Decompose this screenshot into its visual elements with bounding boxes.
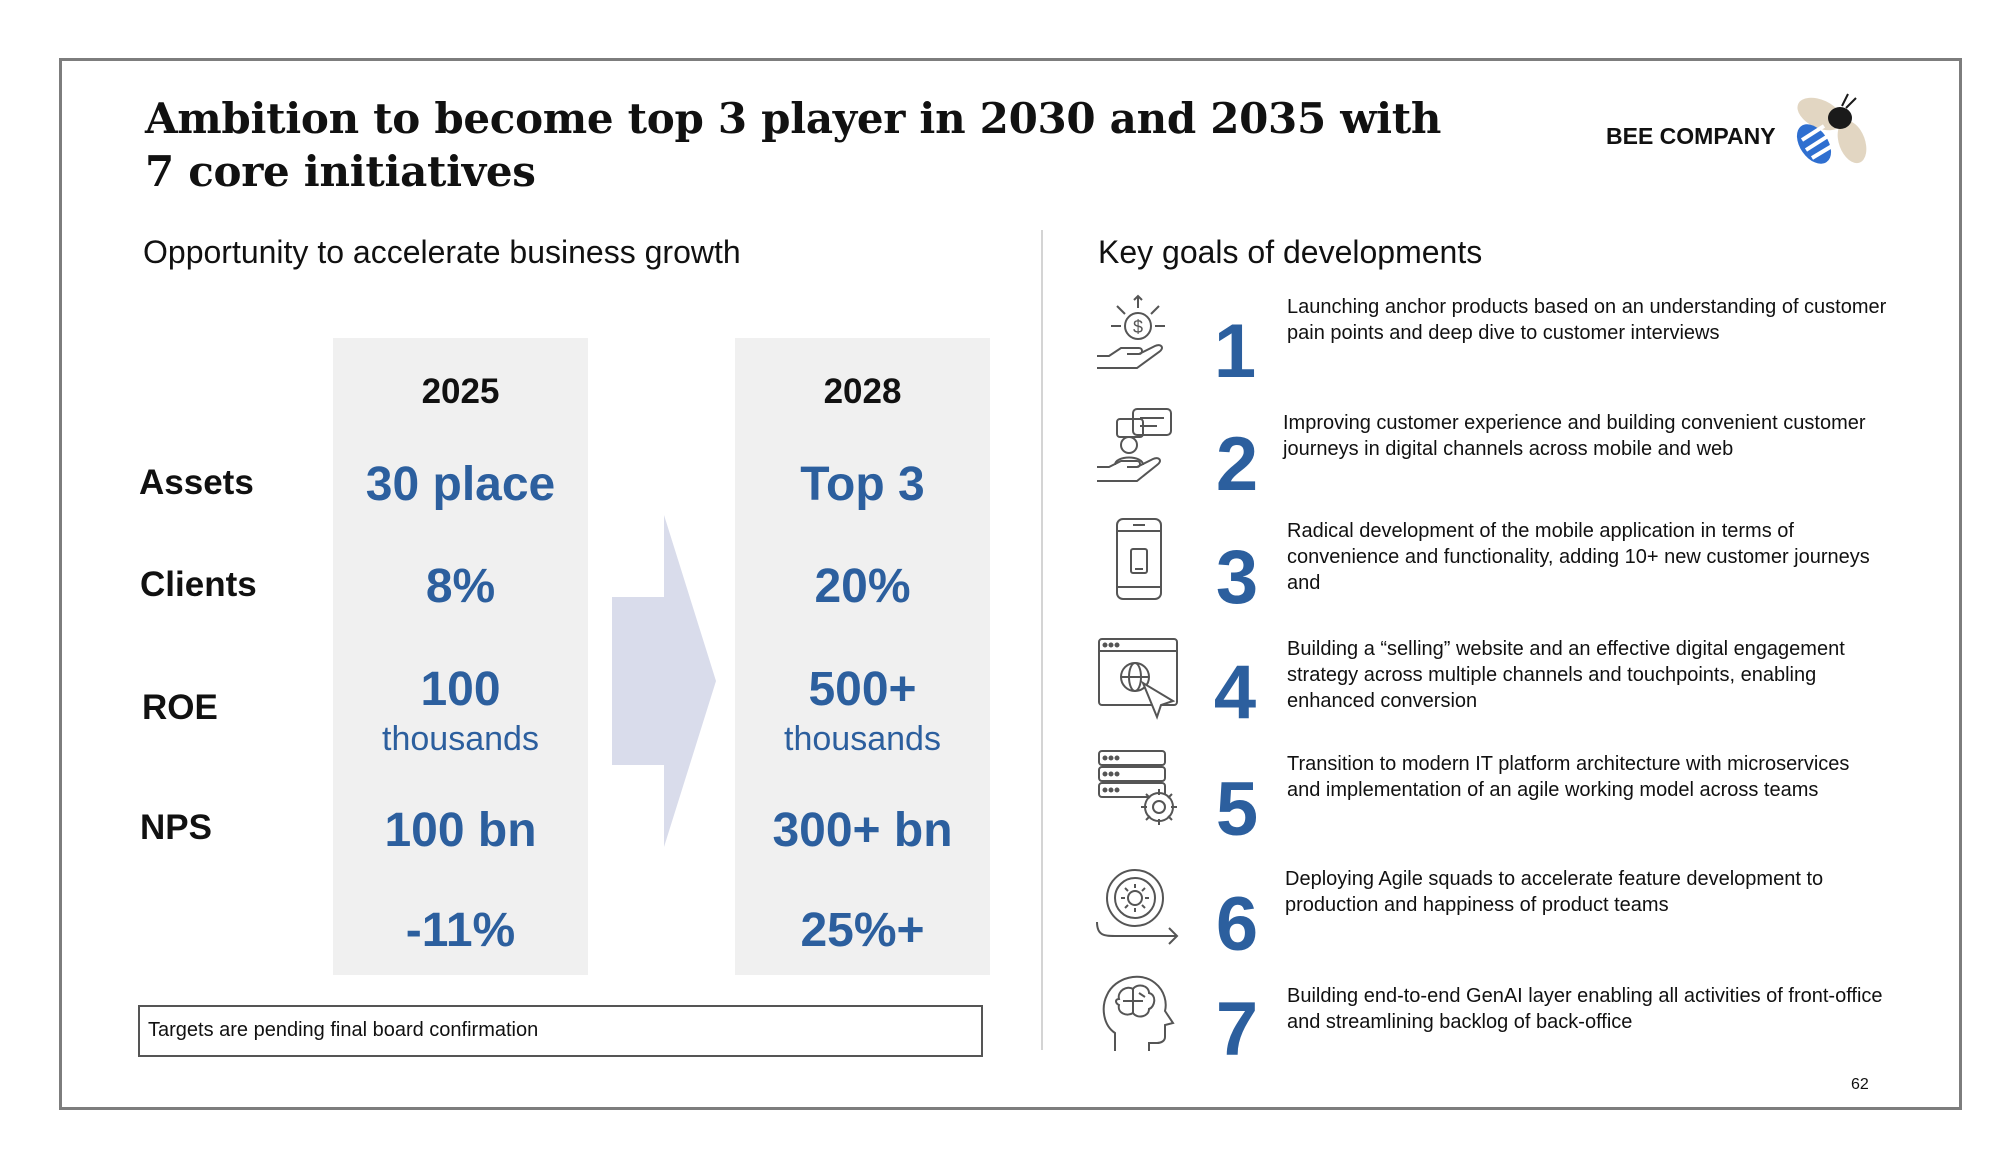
row-label-clients: Clients [140, 565, 257, 604]
customer-chat-icon [1097, 408, 1172, 482]
value-roe-2028: 500+ [808, 663, 917, 716]
svg-text:$: $ [1133, 317, 1143, 337]
column-year: 2028 [823, 372, 902, 411]
column-year: 2025 [421, 372, 500, 411]
web-browser-icon [1098, 638, 1178, 720]
value-nps-2028: 300+ bn [772, 804, 953, 857]
row-label-roe: ROE [142, 688, 218, 727]
server-gear-icon [1098, 750, 1177, 825]
brand-name: BEE COMPANY [1606, 123, 1776, 149]
value-roe-unit-2025: thousands [382, 720, 539, 758]
row-label-nps: NPS [140, 808, 212, 847]
goal-number-1: 1 [1213, 309, 1257, 394]
section-divider [1041, 230, 1043, 1050]
value-assets-2028: Top 3 [800, 458, 925, 511]
goal-text-7: Building end-to-end GenAI layer enabling… [1287, 985, 1883, 1033]
goal-number-5: 5 [1215, 767, 1259, 852]
goal-text-3: Radical development of the mobile applic… [1287, 520, 1870, 594]
goal-text-5: Transition to modern IT platform archite… [1287, 753, 1850, 801]
left-section-heading: Opportunity to accelerate business growt… [143, 234, 741, 270]
column-2025: 2025 30 place 8% 100 thousands 100 bn -1… [333, 338, 588, 975]
mobile-phone-icon [1116, 518, 1162, 600]
goal-number-7: 7 [1215, 987, 1259, 1072]
goal-text-1: Launching anchor products based on an un… [1287, 296, 1887, 344]
row-label-assets: Assets [139, 463, 254, 502]
value-roe-unit-2028: thousands [784, 720, 941, 758]
goal-number-6: 6 [1215, 882, 1259, 967]
goal-text-6: Deploying Agile squads to accelerate fea… [1285, 868, 1824, 916]
goal-number-3: 3 [1215, 535, 1259, 620]
note-box: Targets are pending final board confirma… [138, 1005, 983, 1057]
value-assets-2025: 30 place [365, 458, 556, 511]
value-roe-2025: 100 [420, 663, 501, 716]
value-extra-2025: -11% [405, 904, 516, 957]
goal-text-4: Building a “selling” website and an effe… [1287, 638, 1845, 712]
value-extra-2028: 25%+ [800, 904, 925, 957]
goal-number-2: 2 [1215, 422, 1259, 507]
column-2028: 2028 Top 3 20% 500+ thousands 300+ bn 25… [735, 338, 990, 975]
value-nps-2025: 100 bn [384, 804, 537, 857]
bee-logo-icon [1796, 93, 1867, 164]
agile-cycle-icon [1096, 869, 1179, 945]
right-section-heading: Key goals of developments [1098, 234, 1483, 270]
growth-arrow-icon [612, 515, 716, 847]
money-hand-icon: $ [1097, 294, 1165, 369]
goal-number-4: 4 [1213, 650, 1257, 735]
goal-text-2: Improving customer experience and buildi… [1283, 412, 1866, 460]
slide-title: Ambition to become top 3 player in 2030 … [145, 94, 1442, 196]
value-clients-2025: 8% [425, 560, 496, 613]
value-clients-2028: 20% [814, 560, 911, 613]
page-number: 62 [1851, 1076, 1869, 1093]
brain-head-icon [1102, 975, 1175, 1051]
note-text: Targets are pending final board confirma… [148, 1019, 539, 1041]
